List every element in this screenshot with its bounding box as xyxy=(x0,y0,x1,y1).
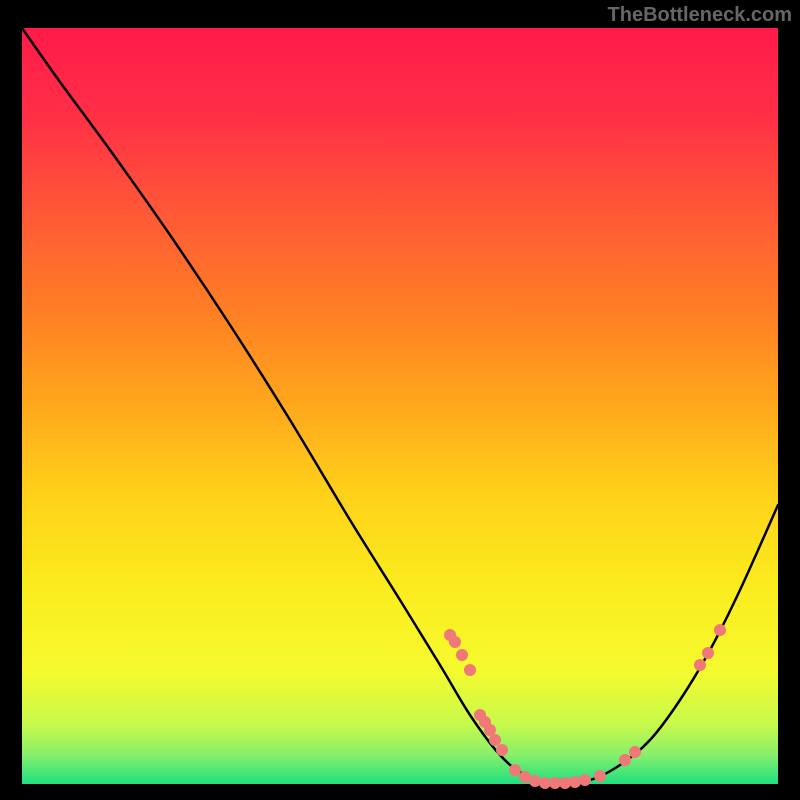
data-marker xyxy=(594,770,606,782)
chart-container: TheBottleneck.com xyxy=(0,0,800,800)
data-marker xyxy=(496,744,508,756)
data-marker xyxy=(509,764,521,776)
data-marker xyxy=(579,774,591,786)
data-marker xyxy=(529,775,541,787)
data-marker xyxy=(489,734,501,746)
data-marker xyxy=(464,664,476,676)
watermark-text: TheBottleneck.com xyxy=(608,4,792,27)
chart-svg xyxy=(0,0,800,800)
data-marker xyxy=(629,746,641,758)
data-marker xyxy=(456,649,468,661)
data-marker xyxy=(449,636,461,648)
data-marker xyxy=(694,659,706,671)
data-marker xyxy=(714,624,726,636)
data-marker xyxy=(702,647,714,659)
data-marker xyxy=(619,754,631,766)
plot-area xyxy=(22,28,778,784)
data-marker xyxy=(569,776,581,788)
